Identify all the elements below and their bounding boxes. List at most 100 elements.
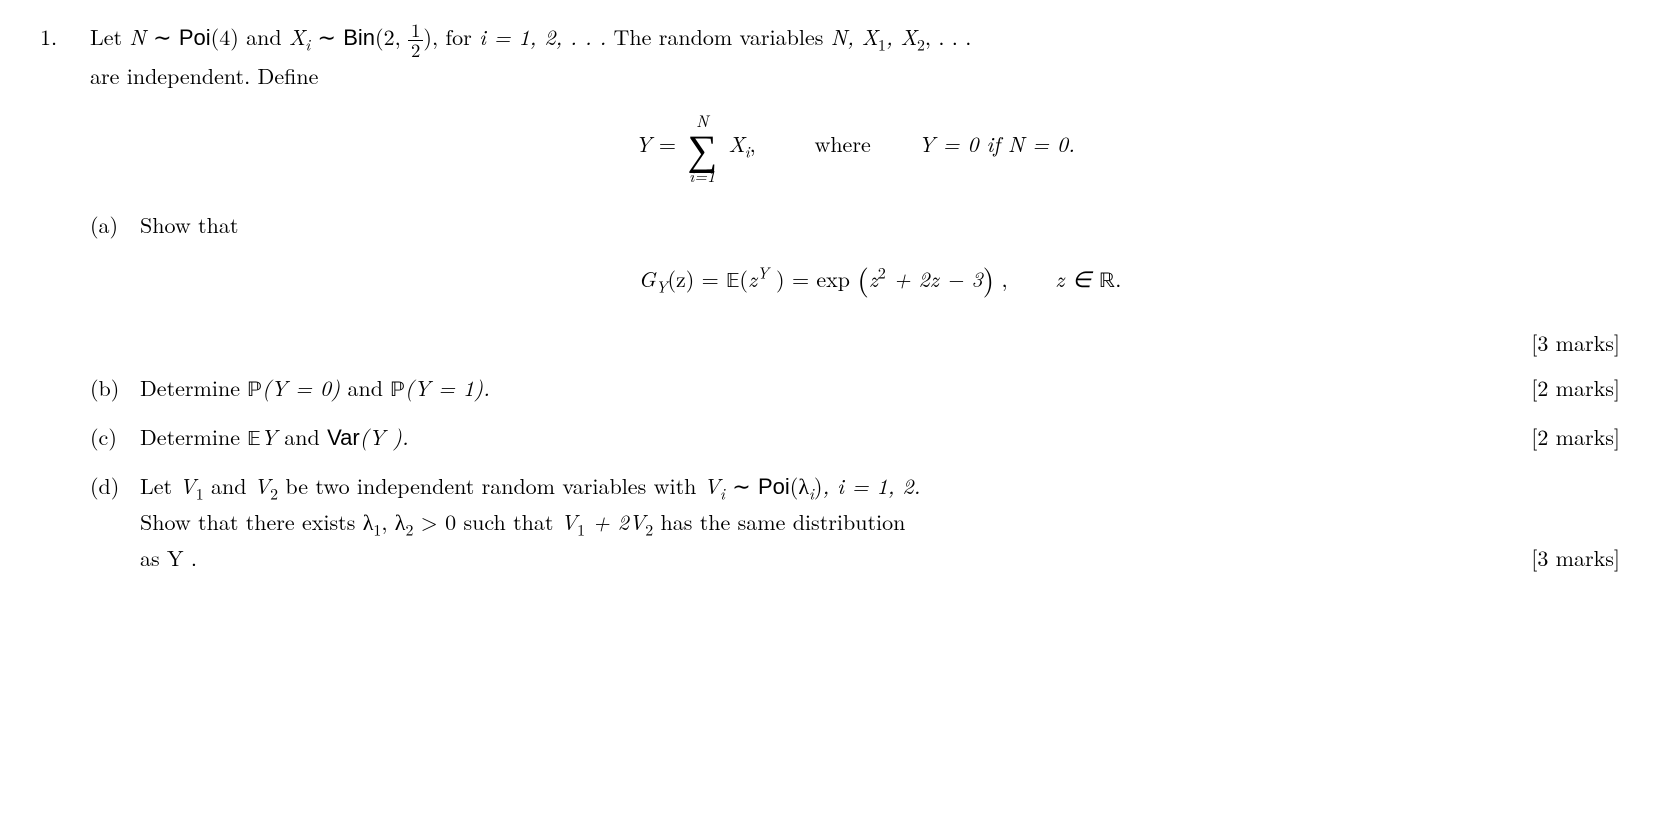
x2-sub: 2 (917, 32, 925, 55)
d-and1: and (204, 470, 254, 501)
part-b-body: Determine ℙ(Y = 0) and ℙ(Y = 1). [2 mark… (140, 371, 1620, 408)
var-Xi: X (289, 21, 305, 52)
part-d-line3: as Y . [3 marks] (140, 541, 1620, 574)
a-E: 𝔼 (726, 271, 739, 293)
bin-open: (2, (375, 21, 408, 52)
c-pre: Determine (140, 421, 247, 452)
and-1: and (239, 21, 289, 52)
a-zin: z ∈ (1055, 263, 1099, 294)
summation: N∑i=1 (687, 112, 717, 183)
c-var-arg: (Y ). (360, 421, 409, 452)
x1-sub: 1 (878, 32, 886, 55)
a-rparen: ) (983, 257, 995, 299)
d-poi: Poi (758, 474, 790, 499)
a-period: . (1115, 263, 1121, 294)
a-R: ℝ (1099, 271, 1115, 293)
disp-eq: = (652, 129, 684, 160)
d-tail: has the same distribution (653, 506, 905, 537)
b-p1: (Y = 1). (405, 372, 490, 403)
part-d-body: Let V1 and V2 be two independent random … (140, 469, 1620, 574)
d-i12: , i = 1, 2. (822, 470, 920, 501)
part-d-marks: [3 marks] (1531, 541, 1620, 574)
i-eq: i = 1, 2, . . . (479, 21, 606, 52)
a-G-sub: Y (656, 275, 668, 298)
d-V2: V (254, 470, 270, 501)
a-exp-comma: , (994, 263, 1007, 294)
d-Vi: V (704, 470, 720, 501)
c-and: and (277, 421, 327, 452)
a-lparen: ( (857, 257, 869, 299)
sum-body: X (728, 129, 744, 160)
problem-1: 1. Let N ∼ Poi(4) and Xi ∼ Bin(2, 12), f… (40, 20, 1620, 586)
problem-content: Let N ∼ Poi(4) and Xi ∼ Bin(2, 12), for … (90, 20, 1620, 586)
intro-text: Let (90, 21, 129, 52)
part-d-line1: Let V1 and V2 be two independent random … (140, 469, 1620, 505)
a-z2-sup: 2 (878, 261, 886, 284)
ellipsis: , . . . (925, 21, 971, 52)
part-d: (d) Let V1 and V2 be two independent ran… (90, 469, 1620, 574)
var-N: N (129, 21, 145, 52)
part-c-marks: [2 marks] (1531, 420, 1620, 453)
part-a-marks-row: [3 marks] (140, 326, 1620, 359)
dist-poi: Poi (179, 25, 211, 50)
part-a-label: (a) (90, 208, 140, 241)
a-close-exp: ) = exp (769, 263, 858, 294)
part-a: (a) Show that GY(z) = 𝔼(zY ) = exp (z2 +… (90, 208, 1620, 359)
part-b: (b) Determine ℙ(Y = 0) and ℙ(Y = 1). [2 … (90, 371, 1620, 408)
vars-list: N, X (831, 21, 878, 52)
a-open: ( (739, 263, 748, 294)
subparts: (a) Show that GY(z) = 𝔼(zY ) = exp (z2 +… (90, 208, 1620, 574)
part-a-text: Show that (140, 209, 238, 240)
intro-tail: The random variables (606, 21, 831, 52)
a-zY: Y (757, 261, 769, 284)
part-d-line2: Show that there exists λ 1 , λ 2 > 0 such t… (140, 505, 1620, 541)
comma-x: , X (886, 21, 917, 52)
part-a-equation: GY(z) = 𝔼(zY ) = exp (z2 + 2z − 3) , z ∈… (140, 256, 1620, 301)
d-line2-pre: Show that there exists λ (140, 506, 373, 537)
a-exp-rest: + 2z − 3 (886, 263, 983, 294)
intro-line2: are independent. Define (90, 60, 318, 91)
d-mid: be two independent random variables with (278, 470, 704, 501)
d-poi-open: (λ (790, 470, 809, 501)
part-a-body: Show that GY(z) = 𝔼(zY ) = exp (z2 + 2z … (140, 208, 1620, 359)
c-EY: Y (261, 421, 277, 452)
b-P2: ℙ (390, 380, 405, 402)
c-Var: Var (327, 425, 360, 450)
d-V1: V (179, 470, 195, 501)
sim-2: ∼ (310, 21, 343, 52)
where: where (814, 129, 870, 160)
d-plus2: + 2V (585, 506, 645, 537)
sum-bot: i=1 (687, 167, 717, 184)
a-Gz: (z) = (667, 263, 726, 294)
b-and: and (340, 372, 390, 403)
sigma-icon: ∑ (687, 129, 717, 167)
part-c-body: Determine 𝔼Y and Var(Y ). [2 marks] (140, 420, 1620, 457)
part-a-marks: [3 marks] (1531, 326, 1620, 359)
d-gt0: > 0 such that (413, 506, 560, 537)
y0-cond: Y = 0 if N = 0. (918, 129, 1074, 160)
problem-intro: Let N ∼ Poi(4) and Xi ∼ Bin(2, 12), for … (90, 20, 1620, 92)
d-sub1b: 1 (577, 517, 585, 540)
d-asY: as Y . (140, 541, 197, 574)
part-b-marks: [2 marks] (1531, 371, 1620, 404)
c-E: 𝔼 (247, 429, 260, 451)
b-pre: Determine (140, 372, 247, 403)
d-pre: Let (140, 470, 179, 501)
part-d-label: (d) (90, 469, 140, 502)
a-z2: z (869, 263, 878, 294)
d-sub2: 2 (270, 481, 278, 504)
part-c: (c) Determine 𝔼Y and Var(Y ). [2 marks] (90, 420, 1620, 457)
d-comma-l: , λ (381, 506, 405, 537)
sim-1: ∼ (146, 21, 179, 52)
part-b-label: (b) (90, 371, 140, 404)
problem-number: 1. (40, 20, 90, 53)
b-p0: (Y = 0) (262, 372, 340, 403)
disp-Y: Y (635, 129, 651, 160)
d-sub2b: 2 (645, 517, 653, 540)
d-sim: ∼ (725, 470, 758, 501)
part-b-text: Determine ℙ(Y = 0) and ℙ(Y = 1). (140, 371, 490, 408)
display-equation-Y: Y = N∑i=1 Xi, where Y = 0 if N = 0. (90, 112, 1620, 183)
for-i: , for (432, 21, 479, 52)
frac-half: 12 (408, 21, 423, 59)
part-c-label: (c) (90, 420, 140, 453)
